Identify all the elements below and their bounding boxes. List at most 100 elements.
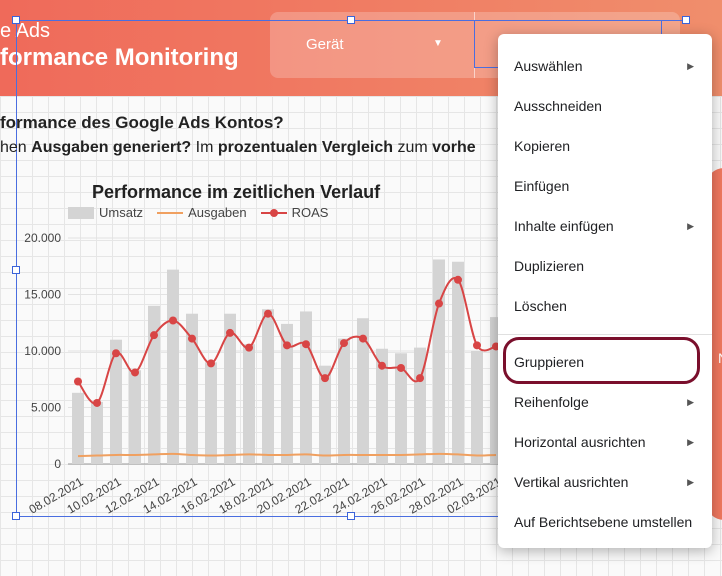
y-tick-label: 5.000: [31, 401, 61, 415]
menu-item-löschen[interactable]: Löschen: [498, 286, 712, 326]
menu-item-label: Auf Berichtsebene umstellen: [514, 514, 693, 530]
submenu-arrow-icon: ▶: [687, 477, 694, 487]
header-subtitle: e Ads: [0, 20, 51, 42]
resize-handle[interactable]: [12, 512, 20, 520]
menu-item-label: Ausschneiden: [514, 98, 602, 114]
menu-item-label: Auswählen: [514, 58, 583, 74]
legend-marker-swatch: [260, 208, 287, 217]
chart-title: Performance im zeitlichen Verlauf: [92, 182, 381, 202]
y-tick-label: 10.000: [24, 344, 61, 358]
chart-legend: Umsatz Ausgaben ROAS: [68, 205, 342, 220]
revenue-bar: [452, 261, 464, 464]
y-tick-label: 15.000: [24, 288, 61, 302]
revenue-bar: [376, 348, 388, 464]
resize-handle[interactable]: [682, 16, 690, 24]
revenue-bar: [319, 365, 331, 464]
submenu-arrow-icon: ▶: [687, 221, 694, 231]
revenue-bar: [186, 313, 198, 464]
menu-item-label: Gruppieren: [514, 354, 585, 370]
highlight-annotation: [503, 337, 700, 384]
revenue-bar: [129, 370, 141, 464]
revenue-bar: [167, 269, 179, 464]
device-filter-dropdown[interactable]: Gerät: [306, 36, 344, 53]
legend-item-spend: Ausgaben: [157, 205, 247, 220]
menu-item-kopieren[interactable]: Kopieren: [498, 126, 712, 166]
roas-point: [435, 299, 443, 308]
revenue-bar: [91, 401, 103, 464]
submenu-arrow-icon: ▶: [687, 61, 694, 71]
header-title: formance Monitoring: [0, 44, 239, 71]
submenu-arrow-icon: ▶: [687, 397, 694, 407]
roas-point: [378, 361, 386, 370]
menu-item-ausschneiden[interactable]: Ausschneiden: [498, 86, 712, 126]
legend-bar-swatch: [68, 206, 94, 219]
side-panel-letter: N: [718, 350, 722, 366]
roas-point: [74, 377, 82, 386]
selection-frame-bottom: [16, 516, 498, 517]
revenue-bar: [110, 339, 122, 464]
menu-item-label: Kopieren: [514, 138, 571, 154]
revenue-bar: [490, 317, 500, 464]
resize-handle[interactable]: [12, 266, 20, 274]
roas-point: [473, 341, 481, 350]
context-menu: Auswählen ▶ Ausschneiden Kopieren Einfügen In…: [498, 34, 712, 548]
spend-line: [77, 452, 497, 458]
roas-point: [150, 331, 158, 340]
revenue-bar: [224, 313, 236, 464]
y-tick-label: 20.000: [24, 231, 61, 245]
roas-point: [454, 275, 462, 284]
roas-point: [169, 316, 177, 325]
roas-point: [226, 328, 234, 337]
menu-divider: [498, 334, 712, 335]
revenue-bar: [395, 353, 407, 464]
dropdown-arrow-icon[interactable]: ▼: [433, 38, 443, 49]
legend-line-swatch: [157, 211, 184, 214]
revenue-bar: [471, 351, 483, 464]
menu-item-duplizieren[interactable]: Duplizieren: [498, 246, 712, 286]
menu-item-horizontal-ausrichten[interactable]: Horizontal ausrichten ▶: [498, 422, 712, 462]
roas-point: [416, 374, 424, 383]
roas-point: [359, 334, 367, 343]
resize-handle[interactable]: [347, 16, 355, 24]
roas-point: [340, 339, 348, 348]
menu-item-reihenfolge[interactable]: Reihenfolge ▶: [498, 382, 712, 422]
menu-item-vertikal-ausrichten[interactable]: Vertikal ausrichten ▶: [498, 462, 712, 502]
roas-point: [302, 340, 310, 349]
menu-item-gruppieren[interactable]: Gruppieren: [498, 342, 712, 382]
menu-item-label: Löschen: [514, 298, 567, 314]
menu-item-label: Vertikal ausrichten: [514, 474, 629, 490]
revenue-bar: [300, 311, 312, 464]
menu-item-einfügen[interactable]: Einfügen: [498, 166, 712, 206]
resize-handle[interactable]: [347, 512, 355, 520]
revenue-bar: [262, 309, 274, 464]
roas-point: [188, 334, 196, 343]
performance-chart: 20.00015.00010.0005.000008.02.202110.02.…: [24, 231, 500, 517]
legend-item-roas: ROAS: [260, 205, 328, 220]
revenue-bar: [148, 305, 160, 464]
roas-point: [112, 349, 120, 358]
roas-point: [264, 309, 272, 318]
revenue-bar: [281, 323, 293, 464]
roas-point: [283, 341, 291, 350]
revenue-bar: [433, 259, 445, 464]
revenue-bar: [338, 338, 350, 464]
revenue-bar: [243, 344, 255, 464]
roas-point: [397, 363, 405, 372]
menu-item-label: Duplizieren: [514, 258, 585, 274]
menu-item-auf-berichtsebene-umstellen[interactable]: Auf Berichtsebene umstellen: [498, 502, 712, 542]
menu-item-label: Inhalte einfügen: [514, 218, 614, 234]
revenue-bar: [205, 362, 217, 464]
y-tick-label: 0: [54, 457, 61, 471]
roas-point: [93, 398, 101, 407]
roas-point: [245, 343, 253, 352]
menu-item-auswählen[interactable]: Auswählen ▶: [498, 46, 712, 86]
section-question: formance des Google Ads Kontos?: [0, 113, 284, 132]
resize-handle[interactable]: [12, 16, 20, 24]
roas-point: [321, 374, 329, 383]
section-description: hen Ausgaben generiert? Im prozentualen …: [0, 139, 476, 156]
revenue-bar: [357, 318, 369, 464]
menu-item-inhalte-einfügen[interactable]: Inhalte einfügen ▶: [498, 206, 712, 246]
menu-item-label: Horizontal ausrichten: [514, 434, 646, 450]
menu-item-label: Reihenfolge: [514, 394, 589, 410]
roas-point: [207, 359, 215, 368]
